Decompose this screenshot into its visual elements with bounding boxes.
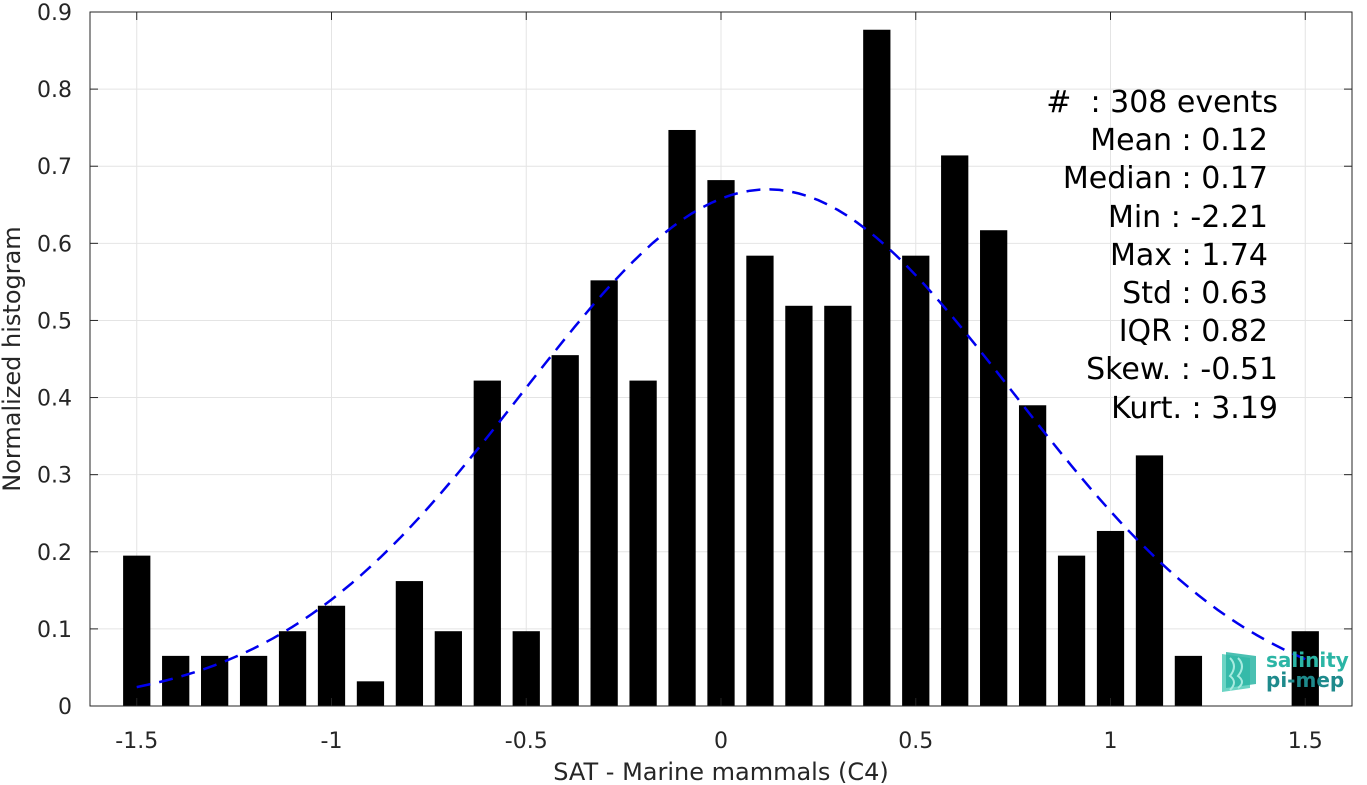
- stat-row: Max : 1.74: [1110, 237, 1268, 275]
- y-tick-label: 0.2: [37, 541, 72, 566]
- stat-label: Skew.: [1086, 352, 1181, 388]
- histogram-bar: [239, 655, 268, 706]
- histogram-bars: [123, 29, 1319, 707]
- histogram-bar: [941, 155, 969, 707]
- stat-row: Kurt. : 3.19: [1111, 390, 1278, 428]
- histogram-bar: [746, 255, 774, 706]
- x-axis-ticks: -1.5 -1 -0.5 0 0.5 1 1.5: [115, 12, 1323, 754]
- histogram-bar: [1057, 555, 1086, 706]
- stat-row: Min : -2.21: [1108, 199, 1268, 237]
- y-tick-label: 0.9: [37, 1, 72, 26]
- histogram-bar: [473, 380, 501, 706]
- y-axis-ticks: 0 0.1 0.2 0.3 0.4 0.5 0.6 0.7 0.8 0.9: [37, 1, 1352, 720]
- stat-label: Max: [1109, 237, 1182, 273]
- salinity-pi-mep-logo: salinity pi-mep: [1216, 646, 1349, 696]
- histogram-bar: [551, 355, 579, 706]
- x-tick-label: 0: [714, 729, 728, 754]
- histogram-bar: [278, 631, 307, 706]
- stat-row: Skew. : -0.51: [1086, 351, 1278, 389]
- histogram-bar: [395, 581, 424, 706]
- histogram-bar: [902, 255, 930, 706]
- x-tick-label: -1: [321, 729, 343, 754]
- stat-row: Std : 0.63: [1122, 275, 1268, 313]
- histogram-bar: [201, 655, 229, 706]
- stat-row: Mean : 0.12: [1090, 122, 1268, 160]
- histogram-bar: [590, 280, 618, 706]
- histogram-bar: [863, 29, 891, 707]
- stat-value: : -2.21: [1170, 199, 1268, 235]
- logo-mark-icon: [1222, 652, 1256, 692]
- stat-value: : 308 events: [1090, 85, 1278, 120]
- stat-value: : -0.51: [1180, 352, 1278, 388]
- stat-value: : 1.74: [1181, 237, 1268, 273]
- stat-value: : 0.12: [1181, 123, 1268, 159]
- stat-label: #: [1046, 85, 1091, 120]
- histogram-bar: [1018, 405, 1047, 706]
- y-tick-label: 0.7: [37, 155, 72, 180]
- y-tick-label: 0.8: [37, 78, 72, 103]
- histogram-bar: [980, 230, 1008, 707]
- histogram-bar: [785, 305, 813, 706]
- x-axis-title: SAT - Marine mammals (C4): [553, 758, 888, 785]
- histogram-bar: [1096, 530, 1125, 706]
- histogram-bar: [356, 681, 385, 706]
- stat-label: Kurt.: [1111, 390, 1192, 426]
- stat-label: Min: [1107, 199, 1171, 235]
- stat-row: # : 308 events: [1046, 84, 1278, 122]
- logo-line1: salinity: [1266, 648, 1349, 672]
- stat-label: Mean: [1090, 123, 1182, 159]
- y-axis-title: Normalized histogram: [0, 226, 26, 491]
- stat-label: Std: [1122, 276, 1182, 311]
- stat-row: Median : 0.17: [1063, 160, 1268, 198]
- histogram-bar: [1291, 631, 1319, 706]
- histogram-bar: [824, 305, 852, 706]
- x-tick-label: -0.5: [505, 729, 548, 754]
- y-tick-label: 0.4: [37, 387, 72, 412]
- stat-value: : 0.82: [1181, 314, 1268, 350]
- stat-value: : 0.17: [1181, 161, 1268, 197]
- histogram-bar: [512, 631, 540, 706]
- y-tick-label: 0: [58, 695, 72, 720]
- normal-fit-curve: [136, 188, 1306, 689]
- y-tick-label: 0.6: [37, 232, 72, 257]
- x-tick-label: 1.5: [1288, 729, 1323, 754]
- stat-label: Median: [1062, 161, 1182, 197]
- x-tick-label: 0.5: [898, 729, 933, 754]
- stat-label: IQR: [1118, 314, 1182, 350]
- histogram-bar: [317, 605, 346, 706]
- y-tick-label: 0.1: [37, 618, 72, 643]
- histogram-bar: [434, 631, 462, 706]
- x-tick-label: 1: [1104, 729, 1118, 754]
- logo-line2: pi-mep: [1266, 668, 1345, 692]
- histogram-bar: [123, 555, 151, 706]
- y-tick-label: 0.5: [37, 309, 72, 334]
- stat-value: : 0.63: [1181, 276, 1268, 311]
- histogram-bar: [668, 129, 696, 707]
- histogram-bar: [1174, 655, 1203, 706]
- y-tick-label: 0.3: [37, 464, 72, 489]
- stat-value: : 3.19: [1191, 390, 1278, 426]
- x-tick-label: -1.5: [115, 729, 158, 754]
- histogram-bar: [1135, 455, 1164, 706]
- histogram-bar: [707, 180, 735, 706]
- stat-row: IQR : 0.82: [1119, 313, 1268, 351]
- histogram-bar: [629, 380, 657, 706]
